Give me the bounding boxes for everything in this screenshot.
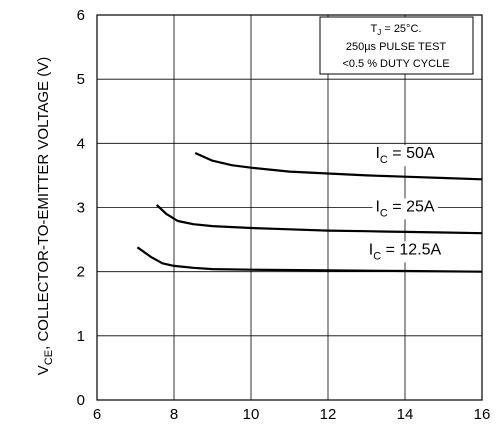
series-label-1: IC = 50A [375, 145, 434, 166]
series-label-3: IC = 12.5A [369, 241, 442, 262]
y-tick-label: 4 [77, 135, 85, 152]
series-label-background [372, 198, 438, 220]
series-line-1 [194, 151, 483, 181]
test-conditions-box: TJ = 25°C. 250µs PULSE TEST <0.5 % DUTY … [319, 16, 474, 75]
y-tick-label: 1 [77, 328, 85, 345]
x-tick-label: 8 [170, 406, 178, 423]
series-line-2 [155, 204, 483, 235]
y-axis-label-main: V [35, 365, 52, 375]
y-tick-labels: 0 1 2 3 4 5 6 [77, 7, 85, 409]
series-label-background [365, 241, 445, 263]
y-axis-label: VCE, COLLECTOR-TO-EMITTER VOLTAGE (V) [35, 57, 55, 375]
series-label-background [372, 145, 438, 167]
x-tick-labels: 6 8 10 12 14 16 [93, 406, 491, 423]
y-tick-label: 5 [77, 71, 85, 88]
x-tick-label: 16 [474, 406, 491, 423]
grid [97, 15, 482, 400]
annotation-line-2: 250µs PULSE TEST [346, 41, 447, 53]
x-tick-label: 14 [397, 406, 414, 423]
y-axis-label-sub: CE [43, 350, 55, 365]
x-tick-label: 10 [243, 406, 260, 423]
series-group: IC = 50A IC = 25A IC = 12.5A [136, 145, 483, 273]
annotation-line-1: TJ = 25°C. [371, 23, 422, 37]
x-tick-label: 6 [93, 406, 101, 423]
y-tick-label: 0 [77, 392, 85, 409]
y-tick-label: 3 [77, 200, 85, 217]
y-tick-label: 6 [77, 7, 85, 24]
series-line-3 [136, 246, 483, 273]
x-tick-label: 12 [320, 406, 337, 423]
y-axis-label-rest: , COLLECTOR-TO-EMITTER VOLTAGE (V) [35, 57, 52, 350]
plot-frame [96, 14, 483, 401]
y-tick-label: 2 [77, 264, 85, 281]
series-label-2: IC = 25A [375, 198, 434, 219]
annotation-line-3: <0.5 % DUTY CYCLE [342, 58, 449, 70]
